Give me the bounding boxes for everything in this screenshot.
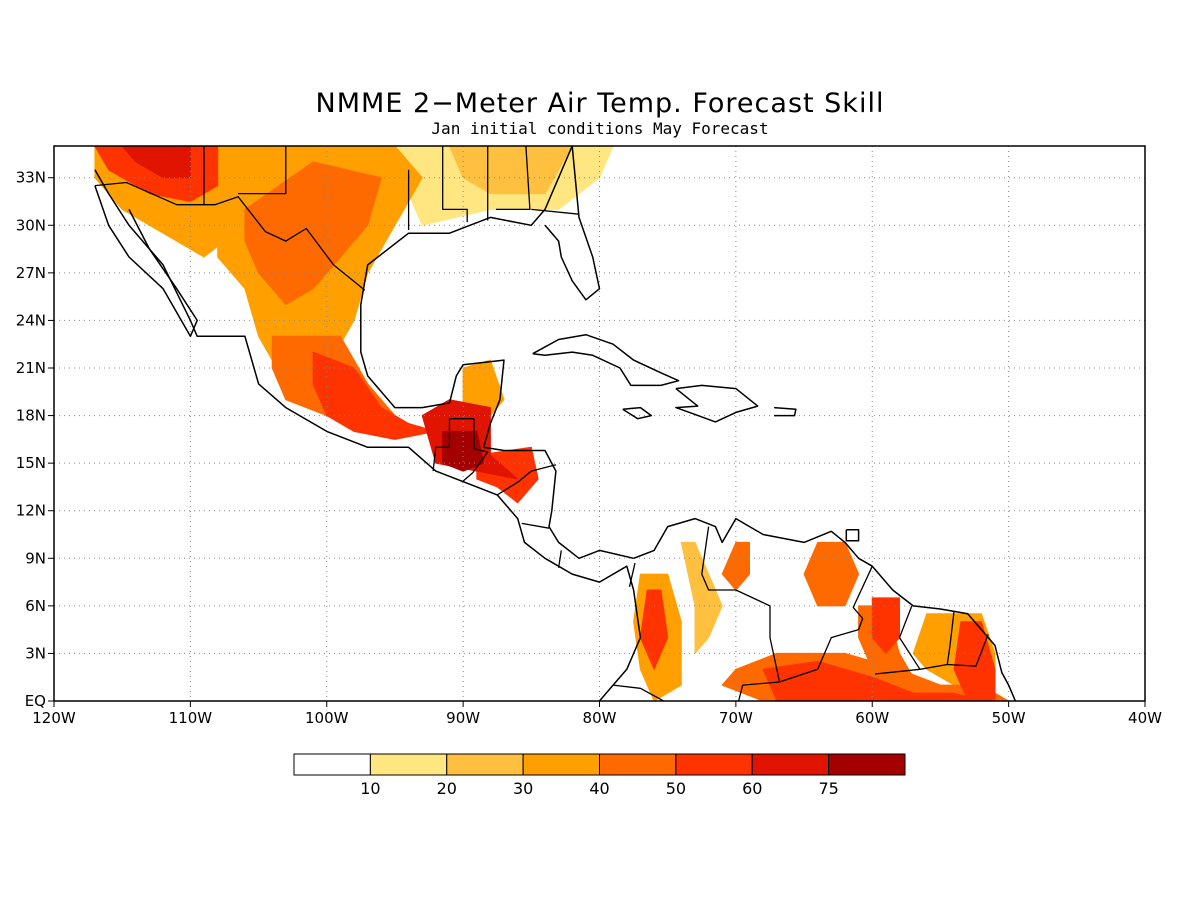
border-georgia-florida: [531, 208, 580, 215]
lat-tick-label: 6N: [25, 597, 46, 615]
border-venezuela-brazil: [779, 618, 864, 683]
graticule-layer: [54, 146, 1145, 701]
colorbar-swatch: [675, 753, 753, 776]
map-area: [54, 146, 1145, 701]
border-mexico-guatemala: [432, 418, 474, 472]
lat-tick-label: 33N: [16, 169, 46, 187]
lat-tick-label: 9N: [25, 549, 46, 567]
lon-tick-label: 40W: [1128, 709, 1162, 727]
colorbar-label: 60: [742, 779, 762, 798]
colorbar-swatch: [369, 753, 448, 776]
lat-tick-label: 3N: [25, 644, 46, 662]
lon-tick-label: 70W: [719, 709, 753, 727]
border-louisiana-mississippi: [442, 146, 468, 223]
border-colombia-ecuador: [613, 684, 664, 701]
lon-tick-label: 80W: [583, 709, 617, 727]
colorbar-swatch: [599, 753, 677, 776]
border-guianas-brazil: [874, 634, 989, 675]
border-us-mexico-border: [94, 181, 366, 291]
colorbar: 10 20 30 40 50 60 75: [293, 753, 906, 798]
border-colombia-venezuela: [701, 526, 781, 683]
lon-tick-label: 110W: [169, 709, 213, 727]
lat-tick-label: EQ: [25, 692, 46, 710]
colorbar-swatch: [446, 753, 524, 776]
lat-tick-label: 27N: [16, 264, 46, 282]
colorbar-label: 30: [513, 779, 533, 798]
skill-region-southeast-us-inner: [449, 146, 573, 195]
colorbar-label: 20: [437, 779, 457, 798]
coastline-south-america-caribbean-coast: [633, 517, 1017, 701]
border-alabama-georgia: [495, 146, 531, 211]
coastline-north-america-pacific-coast: [94, 169, 642, 701]
latitude-axis: 33N 30N 27N 24N 21N 18N 15N 12N 9N 6N 3N EQ: [16, 169, 54, 710]
colorbar-label: 75: [818, 779, 838, 798]
colorbar-swatch: [293, 753, 371, 776]
coastline-puerto-rico: [774, 406, 797, 417]
map-title: NMME 2−Meter Air Temp. Forecast Skill: [316, 88, 885, 119]
lon-tick-label: 50W: [992, 709, 1026, 727]
border-panama-colombia: [628, 562, 636, 587]
lat-tick-label: 30N: [16, 216, 46, 234]
lat-tick-label: 21N: [16, 359, 46, 377]
lat-tick-label: 24N: [16, 311, 46, 329]
map-subtitle: Jan initial conditions May Forecast: [431, 119, 768, 138]
border-honduras-nicaragua: [496, 464, 557, 496]
colorbar-label: 50: [666, 779, 686, 798]
coastline-trinidad: [845, 528, 860, 542]
border-venezuela-guyana: [852, 565, 873, 619]
colorbar-swatch: [751, 753, 830, 776]
border-suriname-french-guiana: [946, 610, 955, 665]
colorbar-swatch: [828, 753, 906, 776]
lon-tick-label: 90W: [446, 709, 480, 727]
lat-tick-label: 12N: [16, 502, 46, 520]
skill-region-texas-central: [244, 161, 382, 306]
longitude-axis: 120W 110W 100W 90W 80W 70W 60W 50W 40W: [32, 701, 1162, 727]
border-guatemala-honduras: [461, 448, 489, 483]
border-costa-rica-panama: [557, 550, 562, 568]
border-nicaragua-costa-rica: [521, 522, 550, 529]
lat-tick-label: 15N: [16, 454, 46, 472]
coastline-hispaniola: [675, 384, 759, 423]
coastline-layer: [94, 146, 1017, 701]
skill-region-southern-mexico: [312, 351, 437, 440]
skill-region-colombia-plains: [680, 541, 723, 654]
colorbar-label: 10: [360, 779, 380, 798]
skill-region-guyana: [871, 597, 900, 654]
lon-tick-label: 60W: [855, 709, 889, 727]
coastline-cuba: [532, 333, 680, 387]
border-us-state-lines-2: [238, 146, 287, 195]
lon-tick-label: 100W: [305, 709, 349, 727]
coastline-gulf-of-mexico-coast: [360, 146, 634, 560]
border-layer: [94, 146, 989, 701]
coastline-jamaica: [622, 406, 653, 420]
skill-region-arizona-peak: [121, 146, 191, 179]
coastline-baja-california: [94, 185, 198, 338]
border-colombia-brazil-peru: [737, 681, 780, 701]
colorbar-swatch: [522, 753, 600, 776]
lat-tick-label: 18N: [16, 407, 46, 425]
lon-tick-label: 120W: [32, 709, 76, 727]
coastline-florida: [544, 146, 601, 301]
border-guyana-suriname: [898, 605, 921, 670]
colorbar-label: 40: [589, 779, 609, 798]
skill-region-colombia-peak: [639, 589, 669, 670]
